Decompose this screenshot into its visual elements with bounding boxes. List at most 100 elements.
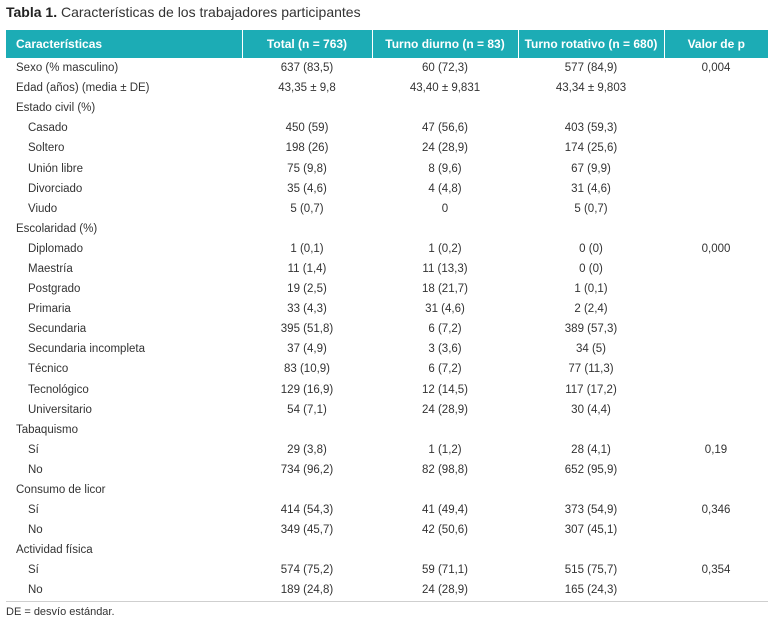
cell-rotating-shift <box>518 420 664 440</box>
cell-p-value: 0,000 <box>701 242 731 255</box>
cell-rotating-shift: 307 (45,1) <box>564 524 618 537</box>
cell-day-shift: 1 (0,2) <box>428 242 462 255</box>
cell-day-shift: 42 (50,6) <box>421 524 469 537</box>
table-row: Sí 574 (75,2) 59 (71,1) 515 (75,7) 0,354 <box>6 560 768 580</box>
cell-p-value <box>664 420 768 440</box>
cell-day-shift <box>372 219 518 239</box>
cell-rotating-shift: 515 (75,7) <box>564 564 618 577</box>
cell-rotating-shift: 389 (57,3) <box>564 323 618 336</box>
cell-p-value <box>664 78 768 98</box>
cell-p-value <box>664 158 768 178</box>
cell-day-shift <box>372 420 518 440</box>
row-label: Unión libre <box>28 162 83 175</box>
row-label: Técnico <box>28 363 69 376</box>
row-label: Edad (años) (media ± DE) <box>16 82 150 95</box>
cell-day-shift: 12 (14,5) <box>421 383 469 396</box>
cell-rotating-shift: 165 (24,3) <box>564 584 618 597</box>
table-row: Soltero 198 (26) 24 (28,9) 174 (25,6) <box>6 138 768 158</box>
cell-day-shift: 11 (13,3) <box>422 262 468 275</box>
cell-rotating-shift: 0 (0) <box>579 242 603 255</box>
column-header-total: Total (n = 763) <box>242 30 373 58</box>
row-label: Actividad física <box>16 544 93 557</box>
column-header-day-shift: Turno diurno (n = 83) <box>372 30 519 58</box>
cell-rotating-shift: 67 (9,9) <box>571 162 611 175</box>
cell-rotating-shift: 174 (25,6) <box>564 142 618 155</box>
cell-rotating-shift <box>518 480 664 500</box>
cell-p-value <box>664 299 768 319</box>
cell-total: 43,35 ± 9,8 <box>278 82 336 95</box>
cell-p-value: 0,19 <box>704 443 728 456</box>
cell-p-value <box>664 219 768 239</box>
row-label: Maestría <box>28 262 73 275</box>
cell-day-shift <box>372 98 518 118</box>
row-label: Sí <box>28 564 39 577</box>
table-row: Sí 414 (54,3) 41 (49,4) 373 (54,9) 0,346 <box>6 500 768 520</box>
table-row: Diplomado 1 (0,1) 1 (0,2) 0 (0) 0,000 <box>6 239 768 259</box>
table-row: Viudo 5 (0,7) 0 5 (0,7) <box>6 199 768 219</box>
table-row: Secundaria incompleta 37 (4,9) 3 (3,6) 34 (… <box>6 339 768 359</box>
cell-rotating-shift: 0 (0) <box>579 262 603 275</box>
row-label: Sí <box>28 443 39 456</box>
cell-p-value <box>664 259 768 279</box>
cell-p-value <box>664 98 768 118</box>
cell-total: 19 (2,5) <box>287 283 327 296</box>
cell-total: 198 (26) <box>285 142 329 155</box>
table-row: Técnico 83 (10,9) 6 (7,2) 77 (11,3) <box>6 359 768 379</box>
cell-day-shift: 24 (28,9) <box>421 584 469 597</box>
cell-p-value: 0,004 <box>701 62 731 75</box>
cell-rotating-shift: 43,34 ± 9,803 <box>555 82 627 95</box>
cell-total: 37 (4,9) <box>287 343 327 356</box>
row-label: No <box>28 584 43 597</box>
row-label: Primaria <box>28 303 71 316</box>
table-row: Edad (años) (media ± DE) 43,35 ± 9,8 43,40… <box>6 78 768 98</box>
row-label: No <box>28 463 43 476</box>
cell-day-shift <box>372 480 518 500</box>
row-label: Secundaria <box>28 323 87 336</box>
cell-total: 395 (51,8) <box>280 323 334 336</box>
cell-p-value: 0,354 <box>701 564 731 577</box>
cell-rotating-shift: 373 (54,9) <box>564 504 618 517</box>
cell-day-shift: 3 (3,6) <box>428 343 462 356</box>
table-footnote: DE = desvío estándar. <box>6 606 115 618</box>
table-caption-label: Tabla 1. <box>6 4 58 20</box>
cell-p-value <box>664 138 768 158</box>
cell-day-shift: 31 (4,6) <box>425 303 465 316</box>
cell-total: 75 (9,8) <box>287 162 327 175</box>
column-header-characteristics: Características <box>6 30 243 58</box>
cell-p-value <box>664 400 768 420</box>
cell-day-shift: 59 (71,1) <box>421 564 469 577</box>
cell-total <box>242 420 372 440</box>
cell-total: 349 (45,7) <box>280 524 334 537</box>
table-row: Estado civil (%) <box>6 98 768 118</box>
table-row: Escolaridad (%) <box>6 219 768 239</box>
row-label: Diplomado <box>28 242 83 255</box>
cell-p-value <box>664 339 768 359</box>
row-label: Estado civil (%) <box>16 102 96 115</box>
row-label: Postgrado <box>28 283 81 296</box>
table-row: Actividad física <box>6 540 768 560</box>
cell-day-shift: 24 (28,9) <box>421 142 469 155</box>
cell-day-shift: 8 (9,6) <box>428 162 462 175</box>
table-row: Universitario 54 (7,1) 24 (28,9) 30 (4,4) <box>6 400 768 420</box>
cell-total: 189 (24,8) <box>280 584 334 597</box>
cell-total <box>242 540 372 560</box>
cell-total: 414 (54,3) <box>280 504 334 517</box>
table-row: Divorciado 35 (4,6) 4 (4,8) 31 (4,6) <box>6 179 768 199</box>
table-row: Sexo (% masculino) 637 (83,5) 60 (72,3) 577… <box>6 58 768 78</box>
cell-p-value <box>664 179 768 199</box>
table-row: Consumo de licor <box>6 480 768 500</box>
row-label: Sí <box>28 504 39 517</box>
table-bottom-rule <box>6 601 768 602</box>
table-row: Casado 450 (59) 47 (56,6) 403 (59,3) <box>6 118 768 138</box>
cell-day-shift: 24 (28,9) <box>421 403 469 416</box>
cell-p-value <box>664 520 768 540</box>
cell-day-shift: 6 (7,2) <box>428 363 462 376</box>
cell-rotating-shift: 31 (4,6) <box>571 182 611 195</box>
cell-p-value <box>664 480 768 500</box>
cell-p-value: 0,346 <box>701 504 731 517</box>
row-label: Divorciado <box>28 182 83 195</box>
table-row: Unión libre 75 (9,8) 8 (9,6) 67 (9,9) <box>6 158 768 178</box>
cell-p-value <box>664 359 768 379</box>
cell-p-value <box>664 118 768 138</box>
cell-total: 129 (16,9) <box>280 383 334 396</box>
